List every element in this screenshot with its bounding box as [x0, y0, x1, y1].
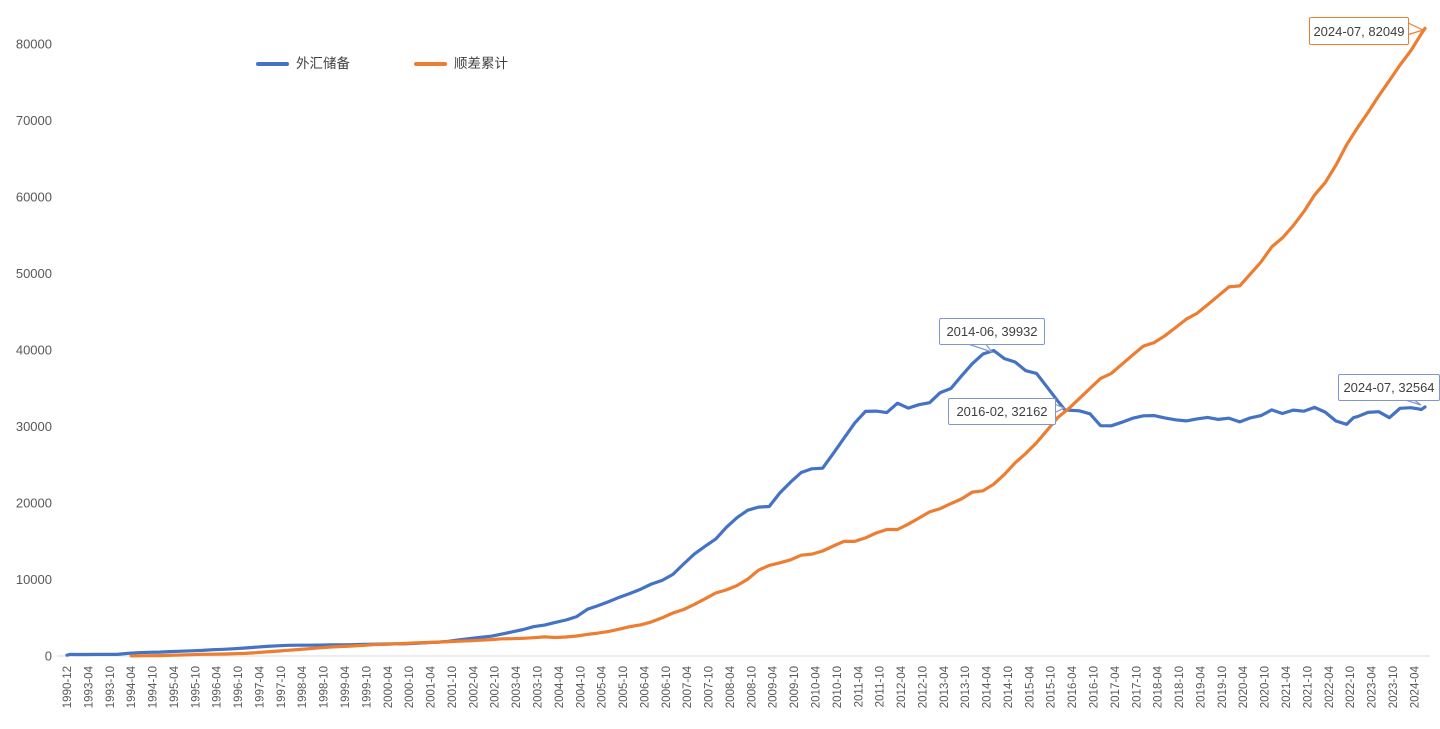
x-axis-tick-label: 2007-04 [682, 665, 694, 708]
x-axis-tick-label: 1993-04 [83, 665, 95, 708]
x-axis-tick-label: 2001-10 [447, 666, 459, 708]
x-axis-tick-label: 1999-04 [340, 665, 352, 708]
y-axis-tick-label: 60000 [16, 190, 52, 205]
x-axis-tick-label: 2004-04 [554, 665, 566, 708]
x-axis-tick-label: 2017-10 [1131, 666, 1143, 708]
data-label-callout-peak-2014: 2014-06, 39932 [939, 318, 1045, 345]
x-axis-tick-label: 1998-10 [319, 666, 331, 708]
y-axis-tick-label: 50000 [16, 266, 52, 281]
x-axis-tick-label: 1995-04 [169, 665, 181, 708]
x-axis-tick-label: 1995-10 [190, 666, 202, 708]
x-axis-tick-label: 2020-04 [1238, 665, 1250, 708]
x-axis-tick-label: 2014-10 [1003, 666, 1015, 708]
x-axis-tick-label: 2023-10 [1388, 666, 1400, 708]
x-axis-tick-label: 2021-10 [1302, 666, 1314, 708]
x-axis-tick-label: 2009-10 [789, 666, 801, 708]
data-label-callout-reserves-latest: 2024-07, 32564 [1338, 374, 1440, 401]
x-axis-tick-label: 2013-10 [960, 666, 972, 708]
series-line-0 [65, 348, 1427, 657]
x-axis-tick-label: 2008-04 [725, 665, 737, 708]
data-label-callout-surplus-latest: 2024-07, 82049 [1309, 17, 1409, 45]
x-axis-tick-label: 2010-10 [832, 666, 844, 708]
x-axis-tick-label: 2003-10 [532, 666, 544, 708]
x-axis-tick-label: 2010-04 [811, 665, 823, 708]
x-axis-tick-label: 2018-10 [1174, 666, 1186, 708]
x-axis-tick-label: 1996-10 [233, 666, 245, 708]
x-axis-tick-label: 2019-10 [1217, 666, 1229, 708]
legend-item-cumulative-surplus: 顺差累计 [414, 57, 508, 71]
x-axis-tick-label: 1994-04 [126, 665, 138, 708]
x-axis-tick-label: 2012-04 [896, 665, 908, 708]
x-axis-tick-label: 2019-04 [1195, 665, 1207, 708]
chart-legend: 外汇储备 顺差累计 [256, 55, 508, 73]
x-axis-tick-label: 2021-04 [1281, 665, 1293, 708]
x-axis-tick-label: 2023-04 [1367, 665, 1379, 708]
legend-label: 顺差累计 [454, 56, 508, 72]
y-axis-tick-label: 0 [45, 649, 52, 664]
x-axis-tick-label: 2000-04 [383, 665, 395, 708]
x-axis-tick-label: 2017-04 [1110, 665, 1122, 708]
x-axis-tick-label: 2003-04 [511, 665, 523, 708]
y-axis-tick-label: 30000 [16, 419, 52, 434]
x-axis-tick-label: 2004-10 [575, 666, 587, 708]
x-axis-tick-label: 2012-10 [917, 666, 929, 708]
y-axis-tick-label: 80000 [16, 37, 52, 52]
x-axis-tick-label: 2016-04 [1067, 665, 1079, 708]
series-line-swatch-orange [414, 62, 447, 66]
x-axis-tick-label: 1996-04 [212, 665, 224, 708]
series-line-swatch-blue [256, 62, 289, 66]
x-axis-tick-label: 1994-10 [148, 666, 160, 708]
x-axis-tick-label: 2000-10 [404, 666, 416, 708]
x-axis-tick-label: 2006-04 [639, 665, 651, 708]
x-axis-tick-label: 2014-04 [982, 665, 994, 708]
x-axis-tick-label: 2009-04 [768, 665, 780, 708]
x-axis-tick-label: 2015-10 [1046, 666, 1058, 708]
x-axis-tick-label: 2005-04 [597, 665, 609, 708]
x-axis-tick-label: 1993-10 [105, 666, 117, 708]
x-axis-tick-label: 2015-04 [1024, 665, 1036, 708]
x-axis-tick-label: 2018-04 [1153, 665, 1165, 708]
y-axis-tick-label: 10000 [16, 572, 52, 587]
x-axis-tick-label: 2011-04 [853, 665, 865, 707]
x-axis-tick-label: 2016-10 [1089, 666, 1101, 708]
y-axis-tick-label: 70000 [16, 113, 52, 128]
x-axis-tick-label: 2001-04 [426, 665, 438, 708]
x-axis-tick-label: 2013-04 [939, 665, 951, 708]
x-axis-tick-label: 2020-10 [1260, 666, 1272, 708]
x-axis-tick-label: 2006-10 [661, 666, 673, 708]
series-line-1 [129, 26, 1427, 658]
x-axis-tick-label: 2005-10 [618, 666, 630, 708]
x-axis-tick-label: 2002-10 [490, 666, 502, 708]
x-axis-tick-label: 2024-04 [1409, 665, 1421, 708]
y-axis-tick-label: 20000 [16, 496, 52, 511]
x-axis-tick-label: 2011-10 [875, 666, 887, 707]
legend-label: 外汇储备 [296, 56, 350, 72]
y-axis-tick-label: 40000 [16, 343, 52, 358]
legend-item-fx-reserves: 外汇储备 [256, 57, 350, 71]
x-axis-tick-label: 2022-10 [1345, 666, 1357, 708]
x-axis-tick-label: 2022-04 [1324, 665, 1336, 708]
x-axis-tick-label: 2007-10 [704, 666, 716, 708]
data-label-callout-2016-crossing: 2016-02, 32162 [948, 398, 1056, 425]
x-axis-tick-label: 1998-04 [297, 665, 309, 708]
x-axis-tick-label: 1997-04 [254, 665, 266, 708]
x-axis-tick-label: 1999-10 [361, 666, 373, 708]
x-axis-tick-label: 2008-10 [746, 666, 758, 708]
x-axis-tick-label: 1990-12 [62, 666, 74, 708]
x-axis-tick-label: 2002-04 [468, 665, 480, 708]
x-axis-tick-label: 1997-10 [276, 666, 288, 708]
